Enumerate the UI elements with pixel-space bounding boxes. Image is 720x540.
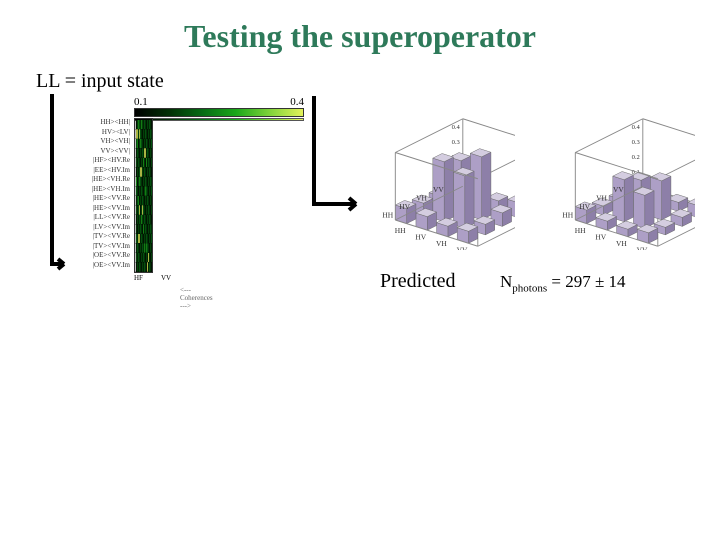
svg-text:HV: HV bbox=[399, 202, 410, 211]
arrow-left bbox=[40, 94, 70, 294]
colorbar-line bbox=[134, 118, 304, 121]
heatmap bbox=[134, 118, 153, 273]
svg-text:VV: VV bbox=[637, 246, 648, 250]
svg-text:VH: VH bbox=[596, 193, 607, 202]
plot3d-predicted: 00.10.20.30.4HHHHHVHVVHVHVVVV bbox=[360, 100, 515, 250]
svg-text:0.2: 0.2 bbox=[632, 154, 640, 161]
svg-text:HH: HH bbox=[562, 210, 573, 219]
svg-text:0.3: 0.3 bbox=[632, 139, 641, 146]
svg-text:HV: HV bbox=[579, 202, 590, 211]
svg-text:HV: HV bbox=[595, 232, 606, 241]
nphotons-value: = 297 ± 14 bbox=[547, 272, 625, 291]
svg-text:VV: VV bbox=[433, 185, 444, 194]
nphotons-N: N bbox=[500, 272, 512, 291]
heatmap-x-caption: <--- Coherences ---> bbox=[180, 286, 213, 310]
plot3d-measured: 00.10.20.30.4HHHHHVHVVHVHVVVV bbox=[540, 100, 695, 250]
heatmap-row-labels: HH><HH|HV><LV|VH><VH|VV><VV||HF><HV.Re|E… bbox=[60, 118, 130, 270]
svg-text:VV: VV bbox=[613, 185, 624, 194]
predicted-label: Predicted bbox=[380, 270, 456, 293]
svg-text:VH: VH bbox=[416, 193, 427, 202]
colorbar-min: 0.1 bbox=[134, 96, 148, 108]
svg-text:0.4: 0.4 bbox=[452, 124, 461, 131]
svg-text:VH: VH bbox=[436, 239, 447, 248]
svg-text:HV: HV bbox=[415, 232, 426, 241]
input-state-label: LL = input state bbox=[36, 70, 164, 93]
svg-text:0.3: 0.3 bbox=[452, 139, 461, 146]
colorbar-gradient bbox=[134, 108, 304, 117]
svg-text:VH: VH bbox=[616, 239, 627, 248]
colorbar-max: 0.4 bbox=[290, 96, 304, 108]
svg-text:VV: VV bbox=[457, 246, 468, 250]
svg-text:HH: HH bbox=[575, 226, 586, 235]
heatmap-x-ticks: HFVV bbox=[134, 274, 171, 282]
svg-text:HH: HH bbox=[395, 226, 406, 235]
nphotons-sub: photons bbox=[512, 282, 547, 294]
page-title: Testing the superoperator bbox=[0, 0, 720, 55]
nphotons-label: Nphotons = 297 ± 14 bbox=[500, 272, 626, 294]
svg-text:0.4: 0.4 bbox=[632, 124, 641, 131]
svg-text:HH: HH bbox=[382, 210, 393, 219]
colorbar: 0.1 0.4 bbox=[134, 96, 304, 121]
